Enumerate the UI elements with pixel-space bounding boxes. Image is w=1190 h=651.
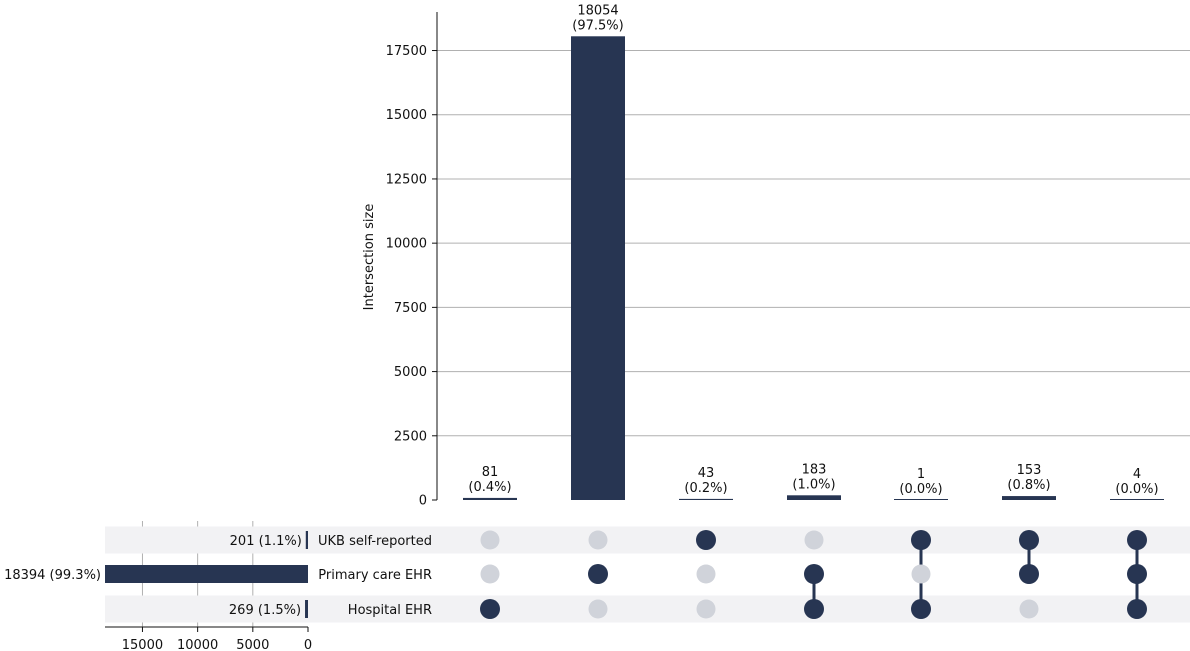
intersection-percent-label: (0.4%) [468,480,511,495]
intersection-labels: 81(0.4%)18054(97.5%)43(0.2%)183(1.0%)1(0… [468,3,1158,497]
membership-dot-active [1019,564,1039,584]
set-row-band [105,526,1190,554]
set-size-label: 269 (1.5%) [229,603,301,618]
membership-dot-inactive [588,530,608,550]
y-axis-title: Intersection size [362,204,377,311]
membership-dot-inactive [696,599,716,619]
membership-dot-inactive [480,564,500,584]
intersection-count-label: 153 [1017,463,1042,478]
set-size-bar [305,600,308,618]
membership-dot-active [1127,564,1147,584]
intersection-bar [894,499,948,500]
intersection-bar [787,495,841,500]
intersection-percent-label: (0.0%) [899,482,942,497]
set-row-bands [105,526,1190,623]
membership-dot-active [1019,530,1039,550]
intersection-bars [463,36,1164,500]
membership-dot-active [911,530,931,550]
intersection-count-label: 4 [1133,467,1141,482]
set-row-band [105,595,1190,623]
set-size-tick-label: 5000 [236,638,269,651]
membership-dot-active [911,599,931,619]
set-size-tick-label: 0 [304,638,312,651]
intersection-count-label: 43 [698,466,715,481]
intersection-percent-label: (0.8%) [1007,478,1050,493]
y-tick-label: 15000 [386,108,427,123]
set-size-bar [305,531,308,549]
membership-dot-active [804,599,824,619]
membership-dot-inactive [1019,599,1039,619]
membership-dot-inactive [696,564,716,584]
membership-dot-active [1127,599,1147,619]
y-axis: 0 2500 5000 7500 10000 12500 15000 17500 [386,12,438,509]
y-tick-label: 12500 [386,172,427,187]
set-size-bar [105,565,308,583]
membership-dot-inactive [804,530,824,550]
membership-dot-active [588,564,608,584]
set-size-tick-label: 15000 [122,638,163,651]
intersection-count-label: 18054 [577,3,618,18]
intersection-bar [463,497,517,500]
intersection-count-label: 183 [802,462,827,477]
membership-dot-active [804,564,824,584]
membership-dot-active [1127,530,1147,550]
set-size-label: 18394 (99.3%) [4,568,101,583]
set-size-axis: 15000 10000 5000 0 [105,626,312,651]
membership-dot-active [696,530,716,550]
y-tick-label: 2500 [394,429,427,444]
set-size-label: 201 (1.1%) [230,534,302,549]
intersection-percent-label: (1.0%) [792,477,835,492]
intersection-count-label: 1 [917,467,925,482]
y-tick-label: 0 [419,494,427,509]
set-names: UKB self-reported Primary care EHR Hospita… [318,534,432,618]
membership-dot-inactive [480,530,500,550]
set-size-tick-label: 10000 [177,638,218,651]
membership-matrix [480,530,1147,619]
intersection-percent-label: (97.5%) [572,18,623,33]
intersection-bar [1110,499,1164,500]
set-name-label: Primary care EHR [318,568,432,583]
intersection-count-label: 81 [482,465,499,480]
intersection-percent-label: (0.0%) [1115,482,1158,497]
membership-dot-inactive [588,599,608,619]
y-tick-label: 7500 [394,301,427,316]
y-tick-label: 5000 [394,365,427,380]
intersection-bar [1002,496,1056,500]
set-name-label: Hospital EHR [348,603,432,618]
set-size-bars: 201 (1.1%) 18394 (99.3%) 269 (1.5%) [4,531,308,618]
membership-dot-active [480,599,500,619]
intersection-percent-label: (0.2%) [684,481,727,496]
set-name-label: UKB self-reported [318,534,432,549]
intersection-bar [679,498,733,500]
y-tick-label: 17500 [386,44,427,59]
membership-dot-inactive [911,564,931,584]
gridlines [141,50,1190,627]
intersection-bar [571,36,625,500]
y-tick-label: 10000 [386,237,427,252]
